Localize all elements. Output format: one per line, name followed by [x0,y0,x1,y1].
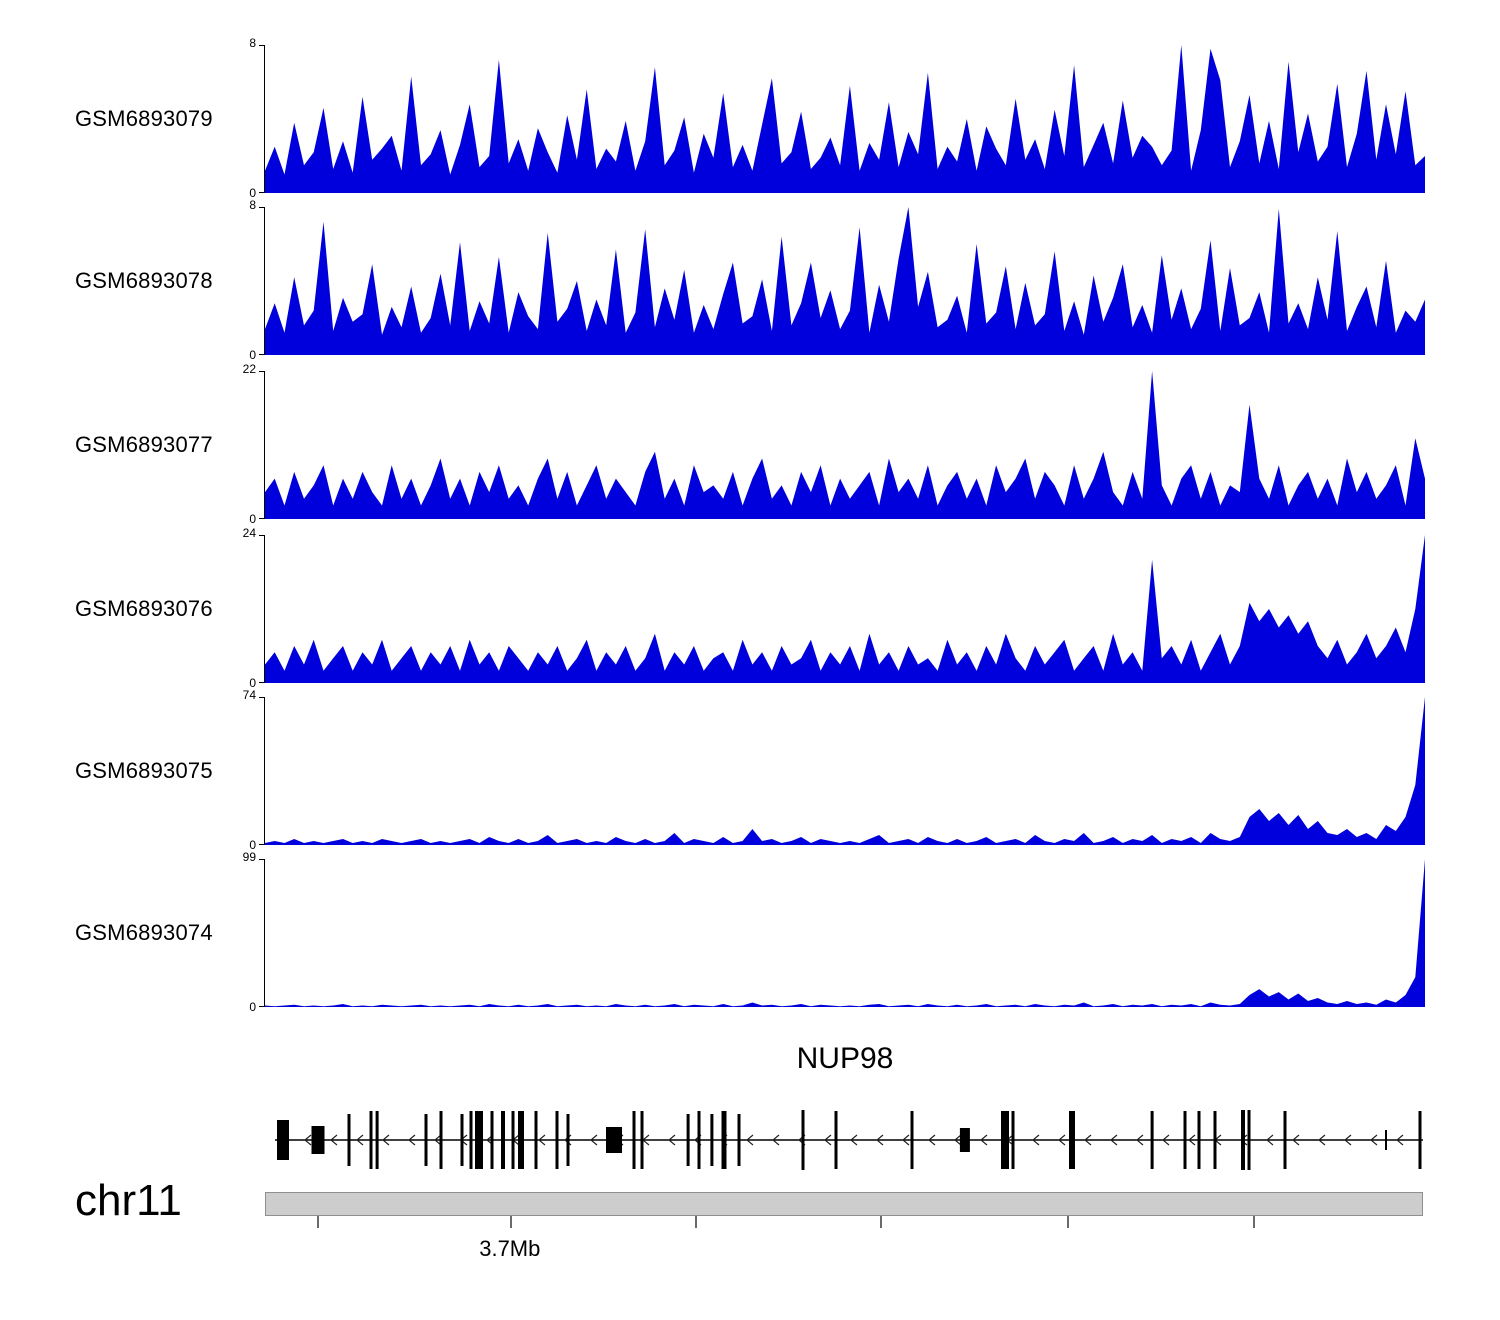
track-label: GSM6893077 [75,432,213,457]
ruler-tick [1066,1216,1069,1228]
coverage-plot [265,45,1425,193]
ruler-tick [695,1216,698,1228]
ruler-tick [509,1216,512,1228]
y-axis-max-label: 8 [249,36,256,50]
y-axis-line [259,207,265,355]
gene-model-track [275,1110,1423,1170]
ruler-ticks [265,1216,1425,1230]
track-gsm6893076: GSM6893076 24 0 [0,526,1500,690]
coverage-plot [265,535,1425,683]
coverage-plot [265,207,1425,355]
track-gsm6893079: GSM6893079 8 0 [0,36,1500,200]
y-axis-line [259,535,265,683]
scale-label: 3.7Mb [479,1236,541,1261]
y-axis-zero-label: 0 [249,1000,256,1014]
y-axis-max-label: 22 [242,362,256,376]
coverage-plot [265,371,1425,519]
y-axis-zero-label: 0 [249,512,256,526]
coverage-plot [265,859,1425,1007]
ruler-tick [1253,1216,1256,1228]
y-axis-max-label: 74 [242,688,256,702]
track-gsm6893077: GSM6893077 22 0 [0,362,1500,526]
y-axis-max-label: 24 [242,526,256,540]
track-gsm6893078: GSM6893078 8 0 [0,198,1500,362]
y-axis-zero-label: 0 [249,838,256,852]
y-axis-line [259,45,265,193]
y-axis-max-label: 99 [242,850,256,864]
y-axis-line [259,371,265,519]
y-axis-line [259,697,265,845]
track-label: GSM6893076 [75,596,213,621]
track-label: GSM6893079 [75,106,213,131]
y-axis-max-label: 8 [249,198,256,212]
coverage-plot [265,697,1425,845]
track-gsm6893074: GSM6893074 99 0 [0,850,1500,1014]
y-axis-zero-label: 0 [249,186,256,200]
track-label: GSM6893075 [75,758,213,783]
track-label: GSM6893074 [75,920,213,945]
track-gsm6893075: GSM6893075 74 0 [0,688,1500,852]
ruler-tick [879,1216,882,1228]
ruler-tick [317,1216,320,1228]
chromosome-ideogram [265,1192,1423,1216]
track-label: GSM6893078 [75,268,213,293]
y-axis-line [259,859,265,1007]
chromosome-label: chr11 [75,1176,182,1225]
gene-name-label: NUP98 [796,1042,894,1075]
y-axis-zero-label: 0 [249,676,256,690]
y-axis-zero-label: 0 [249,348,256,362]
